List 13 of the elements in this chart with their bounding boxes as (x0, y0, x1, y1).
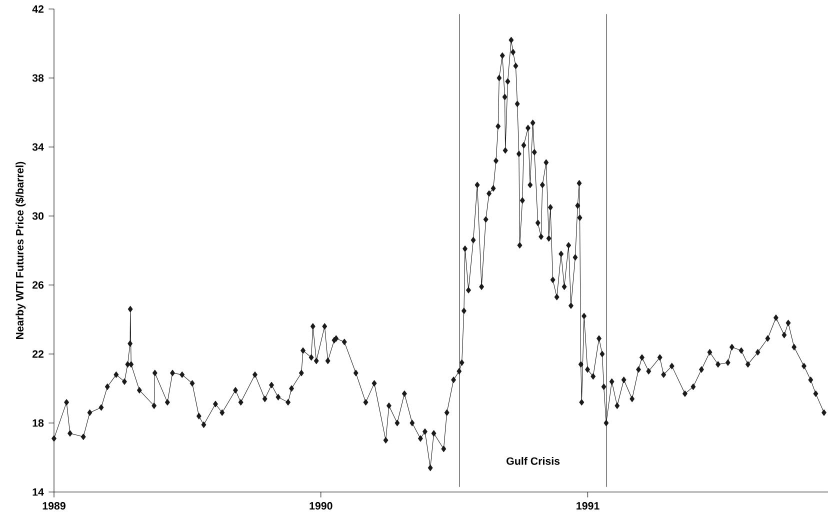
x-tick-label: 1991 (576, 502, 600, 510)
y-tick-label: 18 (32, 419, 44, 427)
y-tick-label: 42 (32, 5, 44, 13)
y-tick-label: 34 (32, 143, 44, 151)
y-tick-label: 30 (32, 212, 44, 220)
y-tick-label: 26 (32, 281, 44, 289)
y-tick-label: 22 (32, 350, 44, 358)
annotation: Gulf Crisis (506, 457, 560, 465)
x-tick-label: 1990 (310, 502, 332, 510)
y-tick-label: 14 (32, 488, 44, 496)
y-tick-label: 38 (32, 74, 44, 82)
y-axis-title: Nearby WTI Futures Price ($/barrel) (15, 162, 26, 339)
x-tick-label: 1989 (42, 502, 66, 510)
